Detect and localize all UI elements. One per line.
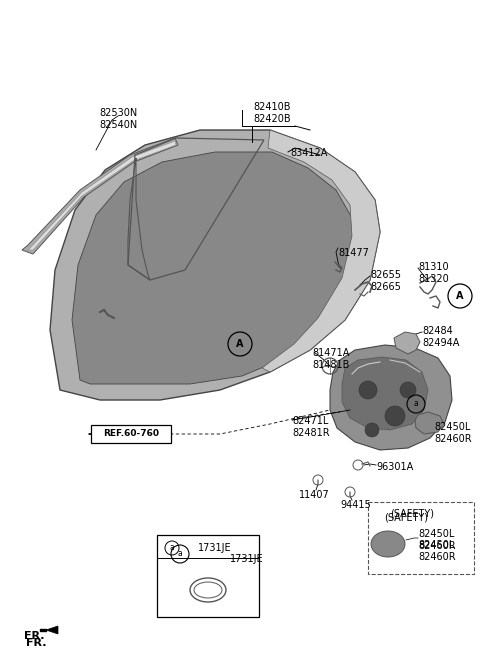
Text: (SAFETY): (SAFETY) <box>390 509 434 519</box>
Text: A: A <box>236 339 244 349</box>
Polygon shape <box>72 152 356 384</box>
Text: 82484
82494A: 82484 82494A <box>422 326 459 348</box>
Text: 82655
82665: 82655 82665 <box>370 270 401 292</box>
Text: 96301A: 96301A <box>376 462 413 472</box>
Polygon shape <box>50 130 380 400</box>
Text: FR.: FR. <box>24 631 45 641</box>
Text: 1731JE: 1731JE <box>198 543 232 553</box>
Polygon shape <box>342 357 428 430</box>
Text: 83412A: 83412A <box>290 148 327 158</box>
Text: 82410B
82420B: 82410B 82420B <box>253 102 291 123</box>
Polygon shape <box>394 332 420 354</box>
Text: 82450L
82460R: 82450L 82460R <box>434 422 472 443</box>
Text: (SAFETY): (SAFETY) <box>384 512 428 522</box>
Polygon shape <box>415 412 444 434</box>
Text: 82450L
82460R: 82450L 82460R <box>418 529 456 551</box>
Polygon shape <box>46 626 58 634</box>
Text: REF.60-760: REF.60-760 <box>103 430 159 438</box>
Text: 82471L
82481R: 82471L 82481R <box>292 416 330 438</box>
Circle shape <box>385 406 405 426</box>
Text: a: a <box>178 550 182 558</box>
Polygon shape <box>330 345 452 450</box>
Text: FR.: FR. <box>26 638 47 648</box>
Text: A: A <box>456 291 464 301</box>
FancyBboxPatch shape <box>368 502 474 574</box>
Text: 81477: 81477 <box>338 248 369 258</box>
Text: 94415: 94415 <box>341 500 372 510</box>
Text: a: a <box>169 544 174 552</box>
Text: 1731JE: 1731JE <box>230 554 264 564</box>
Text: 81471A
81481B: 81471A 81481B <box>312 348 349 369</box>
Circle shape <box>359 381 377 399</box>
Polygon shape <box>28 141 176 250</box>
Polygon shape <box>22 138 178 254</box>
Text: 11407: 11407 <box>299 490 329 500</box>
Text: a: a <box>414 400 419 409</box>
Ellipse shape <box>371 531 405 557</box>
FancyBboxPatch shape <box>157 535 259 617</box>
Text: 82450L
82460R: 82450L 82460R <box>418 540 456 562</box>
Text: 82530N
82540N: 82530N 82540N <box>99 108 137 130</box>
Circle shape <box>400 382 416 398</box>
Circle shape <box>365 423 379 437</box>
Polygon shape <box>262 130 380 372</box>
Text: 81310
81320: 81310 81320 <box>418 262 449 283</box>
FancyBboxPatch shape <box>91 425 171 443</box>
